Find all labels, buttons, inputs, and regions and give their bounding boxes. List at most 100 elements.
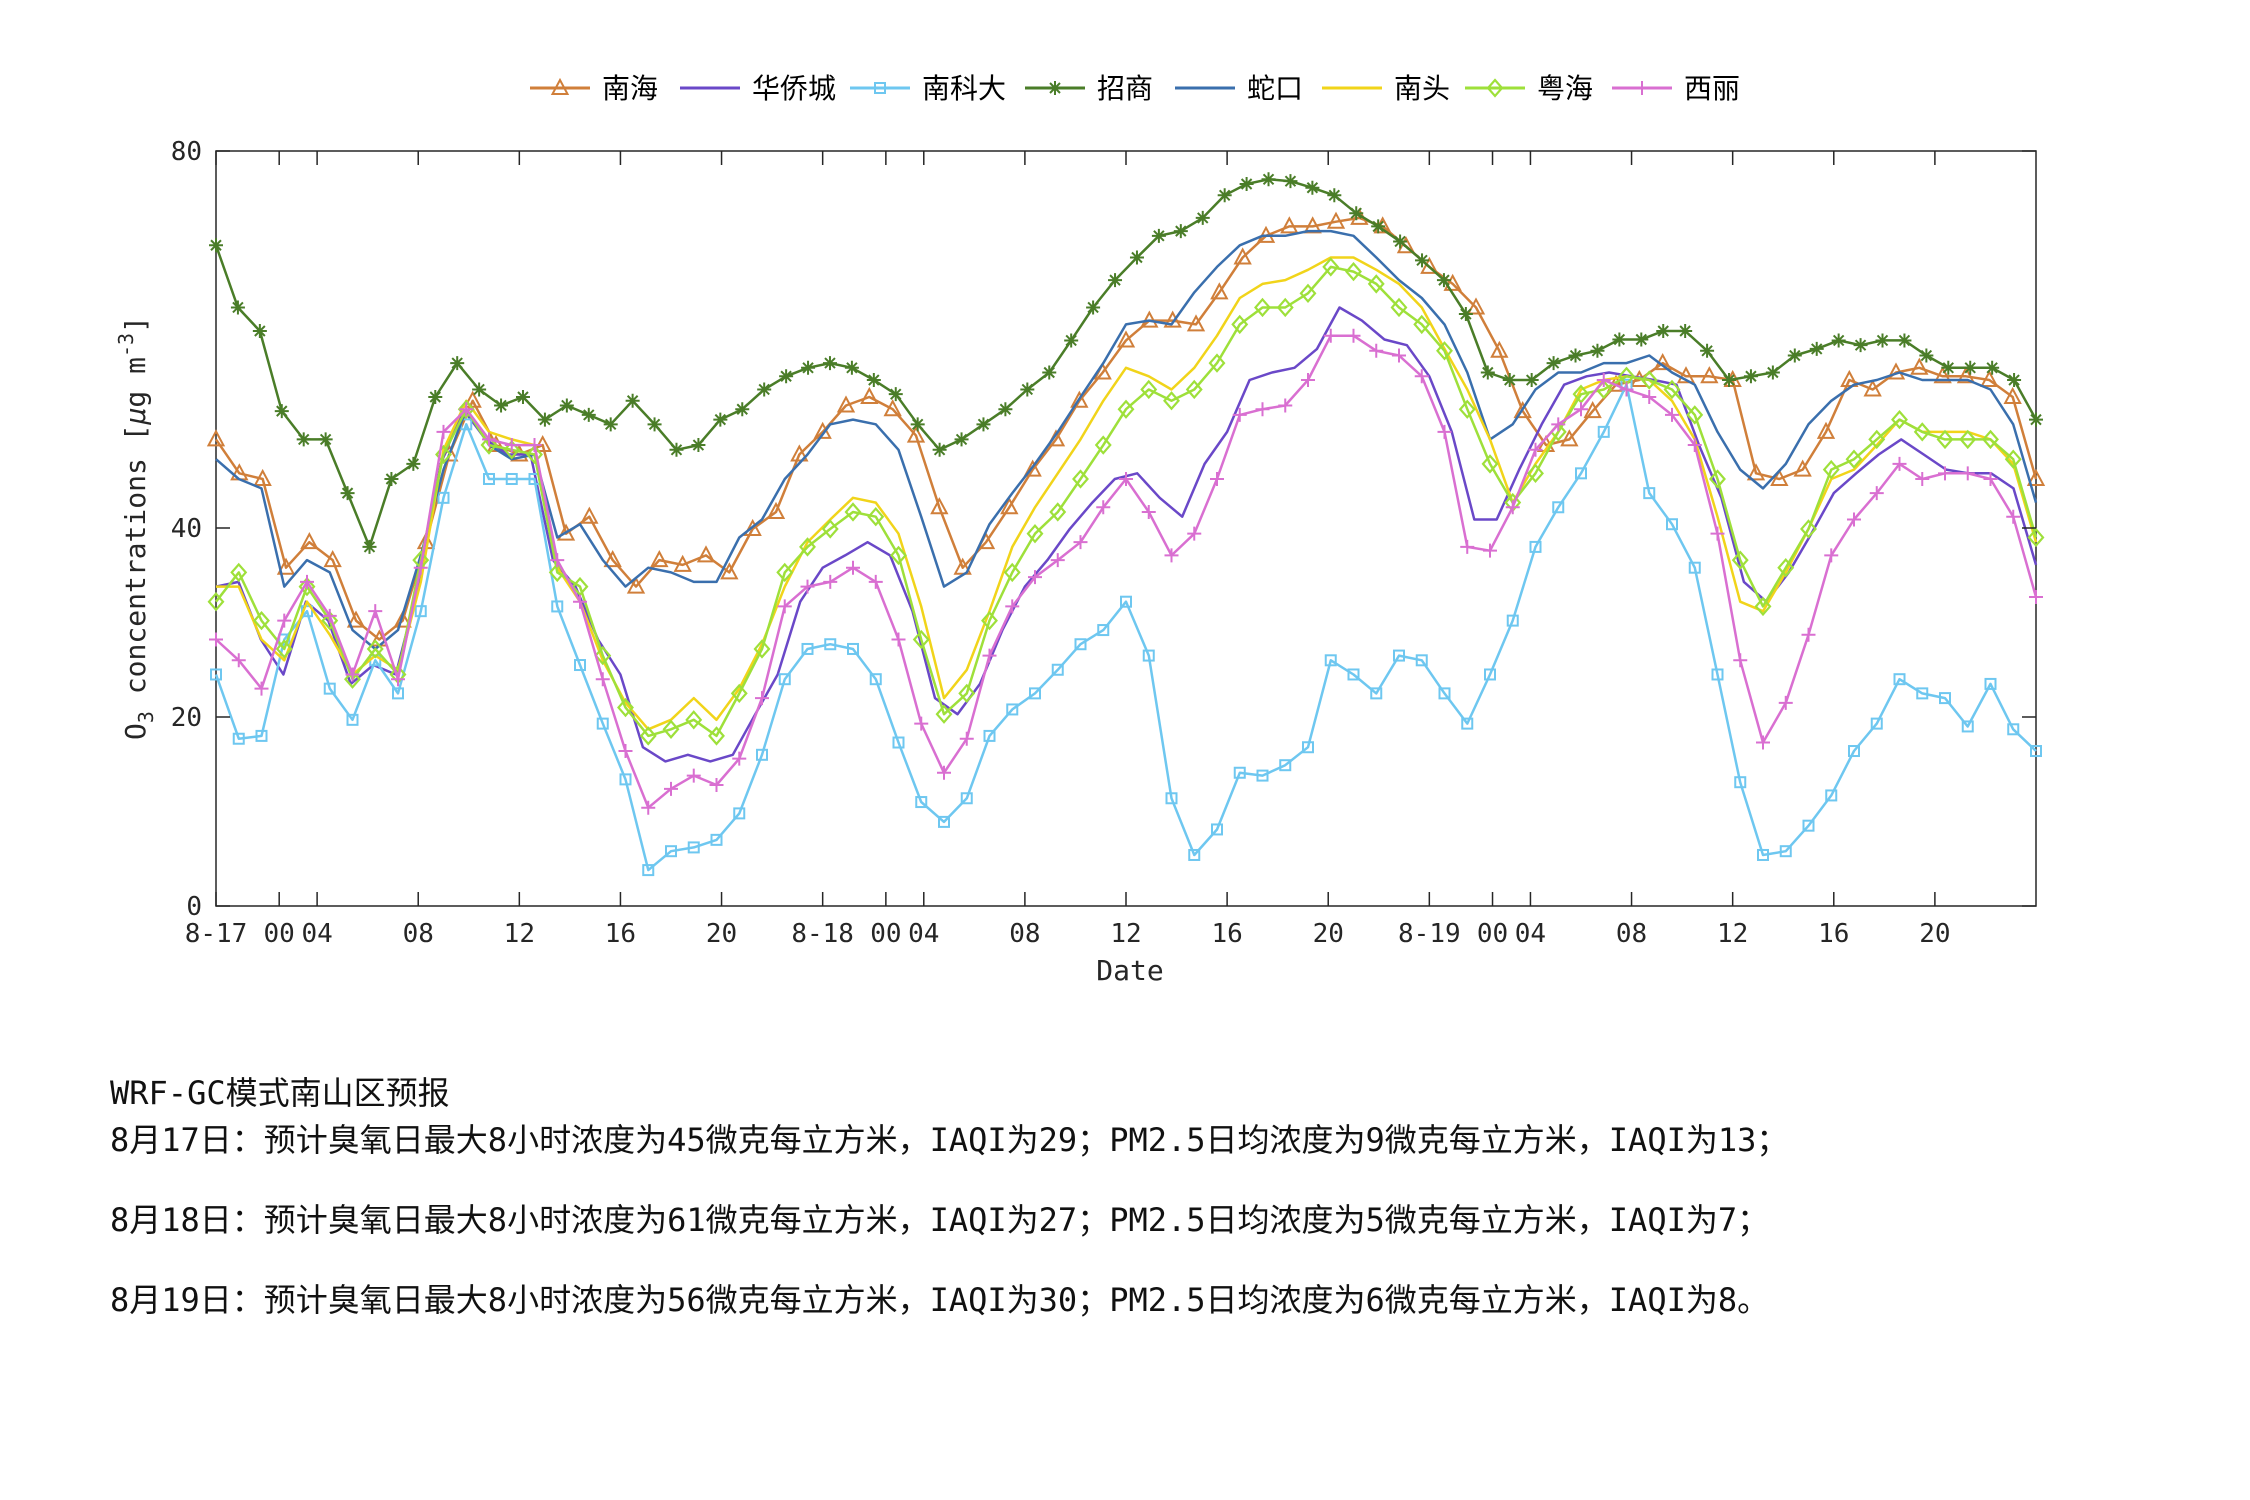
data-point — [1778, 695, 1793, 710]
data-point — [664, 781, 678, 796]
x-tick-label: 16 — [1211, 919, 1242, 949]
data-point — [482, 432, 496, 447]
data-point — [1596, 373, 1611, 388]
x-tick-label: 8-17 — [185, 919, 248, 949]
data-point — [2007, 723, 2020, 736]
data-point — [1983, 471, 1998, 486]
x-tick-label: 08 — [403, 919, 434, 949]
data-point — [910, 417, 925, 432]
data-point — [860, 386, 879, 404]
data-point — [392, 687, 404, 700]
data-point — [1140, 379, 1158, 400]
data-point — [300, 532, 319, 550]
data-point — [1108, 273, 1123, 288]
legend-label: 招商 — [1097, 72, 1153, 105]
data-point — [1892, 456, 1907, 471]
data-point — [743, 518, 762, 536]
data-point — [959, 731, 974, 746]
data-point — [1634, 332, 1649, 347]
y-label-mu: μ — [119, 408, 152, 426]
data-point — [1195, 210, 1210, 225]
data-point — [1086, 300, 1101, 315]
data-point — [276, 557, 296, 575]
data-point — [981, 610, 998, 631]
data-point — [732, 751, 747, 766]
data-point — [1490, 340, 1509, 358]
data-point — [801, 360, 816, 375]
data-point — [323, 550, 342, 568]
data-point — [1064, 333, 1079, 348]
data-point — [1164, 548, 1179, 563]
data-point — [1299, 283, 1317, 303]
data-point — [639, 726, 657, 746]
forecast-text: WRF-GC模式南山区预报 8月17日：预计臭氧日最大8小时浓度为45微克每立方… — [110, 1068, 2210, 1322]
data-point — [847, 642, 859, 655]
data-point — [1656, 324, 1671, 339]
data-point — [1710, 526, 1725, 541]
data-point — [1572, 384, 1590, 404]
data-point — [1963, 360, 1978, 375]
data-point — [776, 562, 794, 583]
data-point — [685, 710, 703, 730]
data-point — [1612, 332, 1627, 347]
data-point — [1173, 224, 1188, 239]
data-point — [1640, 370, 1658, 390]
data-point — [1323, 328, 1338, 343]
data-point — [1486, 78, 1504, 98]
data-point — [1005, 599, 1020, 614]
data-point — [642, 864, 655, 877]
forecast-day-1: 8月17日：预计臭氧日最大8小时浓度为45微克每立方米，IAQI为29；PM2.… — [110, 1121, 1789, 1159]
data-point — [603, 550, 622, 568]
data-point — [1097, 624, 1110, 637]
data-point — [1347, 668, 1360, 681]
data-point — [665, 845, 677, 858]
data-point — [1438, 687, 1451, 700]
data-point — [1743, 369, 1758, 384]
data-point — [210, 668, 222, 681]
data-point — [230, 300, 245, 315]
data-point — [1502, 373, 1517, 388]
data-point — [1074, 638, 1087, 651]
data-point — [1000, 497, 1019, 515]
data-point — [1020, 382, 1035, 397]
data-point — [892, 736, 905, 749]
data-point — [1151, 228, 1166, 243]
x-tick-label: 04 — [1515, 919, 1546, 949]
data-point — [255, 729, 268, 742]
data-point — [1959, 429, 1977, 450]
data-point — [344, 669, 361, 689]
data-point — [958, 683, 976, 704]
data-point — [1915, 471, 1930, 486]
data-point — [1524, 373, 1539, 388]
data-point — [505, 472, 518, 485]
data-point — [823, 574, 838, 589]
data-point — [1255, 402, 1270, 417]
y-label-unit: g m — [119, 357, 152, 408]
data-point — [1734, 776, 1747, 789]
data-point — [709, 778, 724, 793]
series-招商 — [209, 172, 2043, 554]
data-point — [253, 468, 272, 486]
y-tick-label: 0 — [186, 892, 202, 922]
series-南科大 — [210, 378, 2042, 877]
data-point — [1461, 717, 1474, 730]
data-point — [1415, 253, 1430, 268]
x-tick-label: 20 — [1313, 919, 1344, 949]
legend-label: 南头 — [1394, 72, 1450, 105]
data-point — [686, 768, 701, 783]
data-point — [998, 402, 1013, 417]
data-point — [687, 841, 700, 854]
data-point — [1003, 562, 1021, 583]
data-point — [1436, 273, 1451, 288]
data-point — [954, 432, 969, 447]
data-point — [1006, 703, 1019, 716]
data-point — [641, 800, 656, 815]
data-point — [1042, 365, 1057, 380]
data-point — [1568, 348, 1583, 363]
data-point — [1188, 848, 1201, 861]
data-point — [1239, 176, 1254, 191]
data-point — [2007, 373, 2022, 388]
data-point — [778, 673, 791, 686]
data-point — [1984, 677, 1997, 690]
data-point — [1023, 459, 1042, 477]
